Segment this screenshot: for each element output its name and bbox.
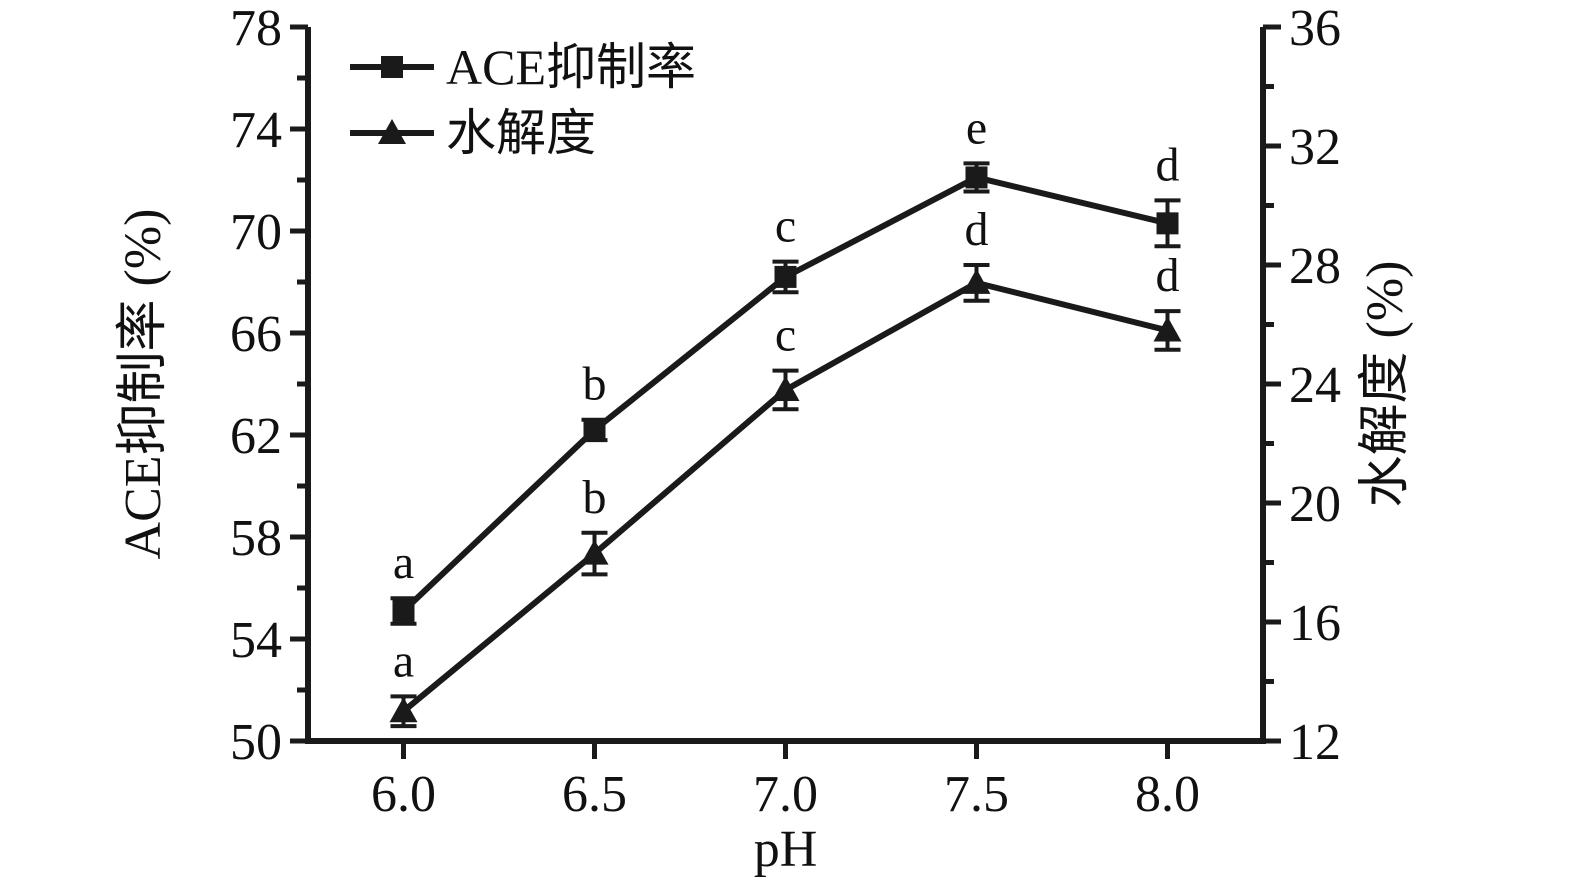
right-axis-tick-label: 16 [1289,595,1341,652]
x-axis-tick-label: 7.5 [944,766,1009,823]
x-axis-tick-label: 8.0 [1135,766,1200,823]
significance-letter-label: d [1156,138,1180,191]
data-point-triangle-marker [389,697,418,723]
data-point-triangle-marker [771,375,800,401]
x-axis-title: pH [754,821,818,878]
left-axis-title: ACE抑制率 (%) [115,209,172,560]
left-axis-tick-label: 66 [230,306,282,363]
significance-letter-label: c [775,309,796,362]
significance-letter-label: e [966,101,987,154]
significance-letter-label: d [1156,249,1180,302]
significance-letter-label: a [393,634,414,687]
legend-item: 水解度 [350,105,596,161]
significance-letter-label: b [583,358,607,411]
left-axis-tick-label: 54 [230,612,282,669]
data-point-square-marker [774,265,797,288]
data-point-triangle-marker [1153,316,1182,342]
left-axis-tick-label: 50 [230,714,282,771]
right-axis: 12 16 20 24 28 32 36 水解度 (%) [1263,0,1414,771]
data-point-square-marker [392,599,415,622]
legend-triangle-marker [378,119,406,144]
right-axis-tick-label: 36 [1289,0,1341,57]
significance-letter-label: d [965,203,989,256]
data-point-square-marker [1156,212,1179,235]
left-axis-tick-label: 74 [230,102,282,159]
legend-label: 水解度 [446,105,596,161]
right-axis-tick-label: 28 [1289,238,1341,295]
right-axis-tick-label: 32 [1289,119,1341,176]
data-point-triangle-marker [580,539,609,565]
significance-letter-label: a [393,536,414,589]
legend-label: ACE抑制率 [446,39,696,95]
right-axis-title: 水解度 (%) [1357,261,1414,508]
significance-letter-label: b [583,471,607,524]
x-axis-tick-label: 7.0 [753,766,818,823]
significance-letter-label: c [775,200,796,253]
data-point-square-marker [965,166,988,189]
series-hydrolysis: a b c d d [389,203,1182,729]
x-axis: 6.0 6.5 7.0 7.5 8.0 pH [371,741,1200,878]
data-point-triangle-marker [962,268,991,294]
left-axis-tick-label: 58 [230,510,282,567]
left-axis: 50 54 58 62 66 70 74 78 ACE抑制率 (%) [115,0,308,771]
left-axis-tick-label: 62 [230,408,282,465]
x-axis-tick-label: 6.0 [371,766,436,823]
left-axis-tick-label: 70 [230,204,282,261]
right-axis-tick-label: 12 [1289,714,1341,771]
data-point-square-marker [583,418,606,441]
right-axis-tick-label: 24 [1289,357,1341,414]
legend-item: ACE抑制率 [350,39,696,95]
left-axis-tick-label: 78 [230,0,282,57]
legend-square-marker [381,56,403,78]
right-axis-tick-label: 20 [1289,476,1341,533]
x-axis-tick-label: 6.5 [562,766,627,823]
